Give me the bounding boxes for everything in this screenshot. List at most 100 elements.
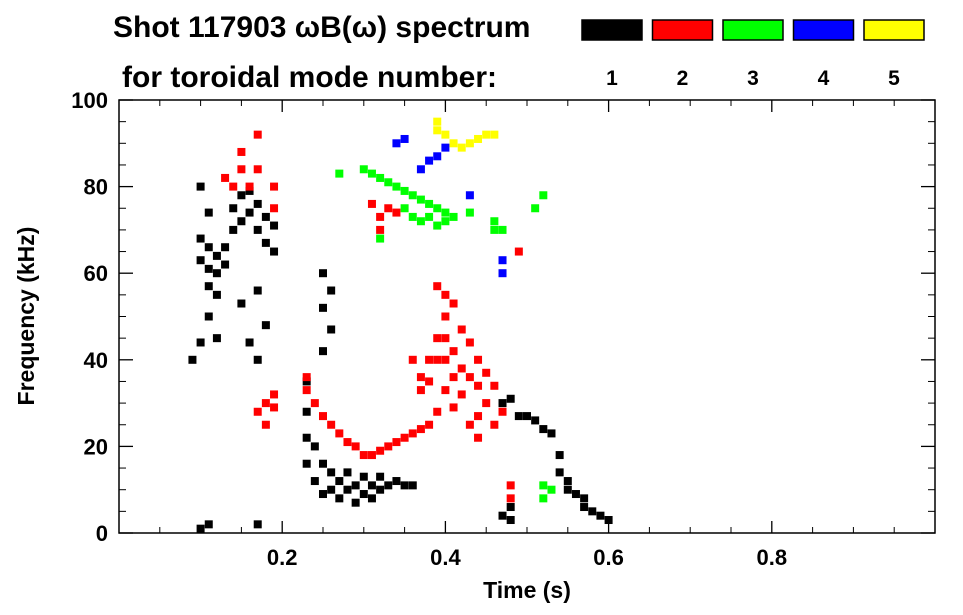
mode-1-point-5 (212, 251, 221, 260)
mode-1-point-17 (229, 204, 238, 213)
mode-2-point-67 (449, 403, 458, 412)
mode-2-point-14 (302, 373, 311, 382)
mode-1-point-64 (498, 511, 507, 520)
mode-5-point-4 (457, 143, 466, 152)
mode-1-point-29 (261, 321, 270, 330)
mode-2-point-35 (392, 208, 401, 217)
mode-2-point-42 (441, 312, 450, 321)
mode-2-point-27 (400, 433, 409, 442)
mode-4-point-6 (465, 191, 474, 200)
mode-2-point-43 (441, 334, 450, 343)
mode-1-point-9 (204, 208, 213, 217)
mode-2-point-31 (367, 199, 376, 208)
y-tick-label: 60 (84, 261, 108, 286)
mode-3-point-12 (400, 204, 409, 213)
mode-1-point-13 (212, 334, 221, 343)
mode-2-point-4 (245, 182, 254, 191)
mode-2-point-51 (465, 373, 474, 382)
mode-2-point-65 (408, 355, 417, 364)
mode-2-point-68 (514, 247, 523, 256)
mode-1-point-27 (270, 247, 279, 256)
mode-1-point-71 (531, 416, 540, 425)
mode-1-point-15 (221, 260, 230, 269)
x-tick-label: 0.8 (757, 545, 788, 570)
mode-1-point-66 (506, 503, 515, 512)
mode-2-point-18 (327, 420, 336, 429)
mode-5-point-5 (465, 139, 474, 148)
mode-4-point-7 (498, 269, 507, 278)
mode-1-point-46 (327, 485, 336, 494)
mode-2-point-17 (319, 412, 327, 421)
mode-5-point-3 (449, 139, 458, 148)
mode-1-point-52 (351, 498, 360, 507)
mode-4-point-3 (425, 156, 434, 165)
legend-swatch-mode-1 (581, 19, 643, 41)
mode-3-point-6 (408, 191, 417, 200)
y-axis-label: Frequency (kHz) (13, 227, 39, 406)
mode-4-point-4 (433, 152, 442, 161)
legend-swatch-mode-4 (792, 19, 855, 41)
mode-1-point-77 (563, 485, 572, 494)
mode-1-point-80 (580, 503, 589, 512)
mode-2-point-58 (490, 420, 499, 429)
mode-3-point-20 (490, 217, 499, 226)
mode-1-point-51 (343, 468, 352, 477)
mode-3-point-18 (465, 208, 474, 217)
mode-4-point-0 (392, 139, 401, 148)
mode-2-point-21 (351, 442, 360, 451)
mode-1-point-50 (343, 485, 352, 494)
mode-2-point-0 (221, 173, 230, 182)
mode-5-point-8 (490, 130, 499, 139)
mode-3-point-23 (531, 204, 540, 213)
mode-1-point-58 (376, 485, 385, 494)
mode-3-point-25 (539, 494, 548, 503)
mode-1-point-3 (204, 264, 213, 273)
legend-label-mode-4: 4 (818, 67, 830, 90)
mode-2-point-37 (416, 386, 425, 395)
mode-1-point-30 (253, 355, 262, 364)
mode-2-point-25 (384, 442, 393, 451)
mode-2-point-56 (482, 399, 491, 408)
mode-3-point-9 (433, 204, 442, 213)
mode-5-point-1 (433, 126, 442, 135)
mode-1-point-43 (310, 442, 319, 451)
mode-2-point-28 (408, 429, 417, 438)
mode-2-point-64 (474, 433, 483, 442)
mode-1-point-24 (261, 212, 270, 221)
legend-label-mode-1: 1 (606, 67, 618, 90)
mode-1-point-74 (555, 451, 564, 460)
mode-2-point-48 (457, 364, 466, 373)
mode-2-point-62 (449, 299, 458, 308)
mode-2-point-7 (270, 182, 279, 191)
mode-3-point-16 (433, 221, 442, 230)
mode-2-point-59 (498, 407, 507, 416)
mode-1-point-84 (196, 524, 205, 533)
mode-1-point-76 (563, 477, 572, 486)
mode-3-point-21 (498, 225, 507, 234)
mode-2-point-23 (367, 451, 376, 460)
mode-1-point-42 (310, 477, 319, 486)
mode-1-point-22 (253, 199, 262, 208)
mode-1-point-41 (302, 459, 311, 468)
legend-label-mode-3: 3 (747, 67, 759, 90)
mode-1-point-12 (204, 312, 213, 321)
mode-1-point-19 (237, 217, 246, 226)
mode-3-point-3 (384, 178, 393, 187)
mode-2-point-44 (441, 355, 450, 364)
plot-frame (118, 99, 936, 534)
mode-2-point-66 (433, 407, 442, 416)
mode-2-point-9 (253, 407, 262, 416)
mode-1-point-2 (204, 243, 213, 252)
mode-4-point-2 (416, 165, 425, 174)
mode-2-point-54 (474, 412, 483, 421)
mode-2-point-40 (433, 334, 442, 343)
legend-swatch-mode-5 (863, 19, 925, 41)
mode-2-point-16 (310, 399, 319, 408)
mode-3-point-26 (547, 485, 556, 494)
mode-2-point-47 (457, 325, 466, 334)
mode-4-point-5 (441, 143, 450, 152)
mode-1-point-79 (580, 494, 589, 503)
mode-2-point-60 (433, 282, 442, 291)
mode-3-point-4 (392, 182, 401, 191)
mode-1-point-45 (319, 459, 327, 468)
